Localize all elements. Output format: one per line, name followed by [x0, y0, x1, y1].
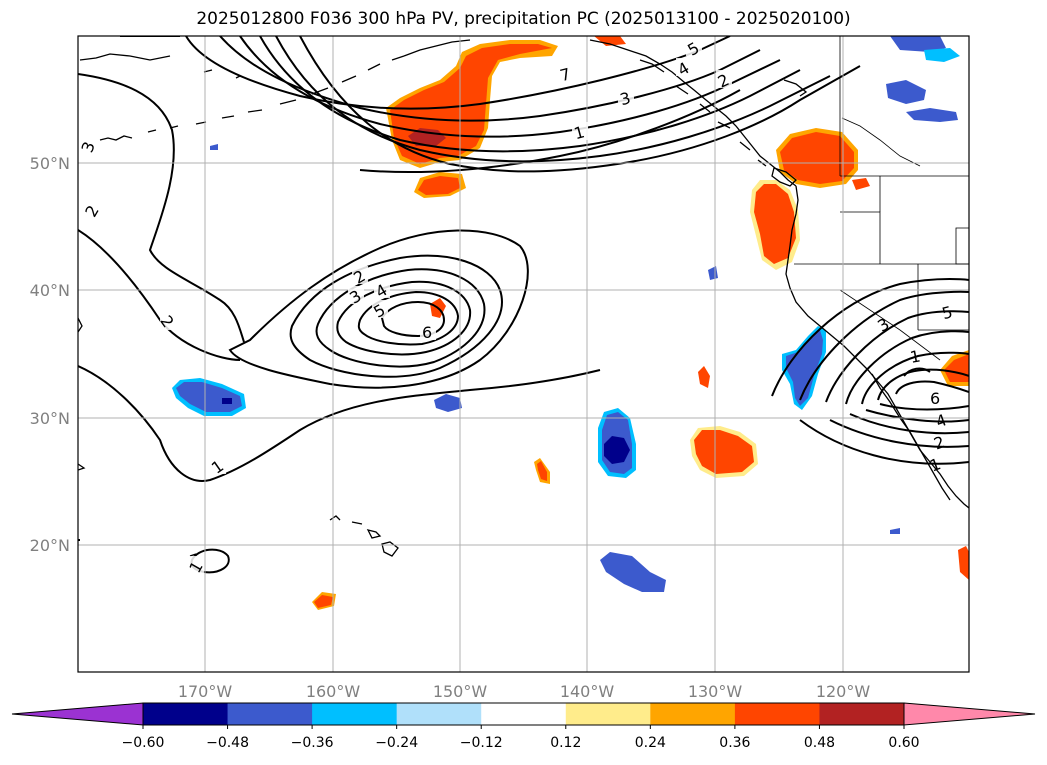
colorbar-tick-label: 0.36 — [719, 735, 750, 751]
colorbar-tick-label: −0.60 — [122, 735, 165, 751]
contour-label-bg — [80, 38, 732, 574]
colorbar-tick-label: 0.24 — [635, 735, 666, 751]
colorbar-bin — [819, 703, 905, 725]
lon-label: 140°W — [560, 682, 615, 701]
colorbar: −0.60 −0.48 −0.36 −0.24 −0.12 0.12 0.24 0.36 0.4… — [11, 702, 1036, 751]
colorbar-under-triangle — [11, 702, 144, 726]
contour-label: 6 — [422, 323, 432, 342]
contour-label: 1 — [909, 346, 922, 366]
colorbar-tick-label: −0.48 — [206, 735, 249, 751]
lat-label: 20°N — [30, 536, 70, 555]
map-title: 2025012800 F036 300 hPa PV, precipitatio… — [196, 9, 851, 29]
colorbar-over-triangle — [903, 702, 1036, 726]
lon-label: 160°W — [306, 682, 361, 701]
colorbar-tick-label: 0.48 — [804, 735, 835, 751]
colorbar-tick-label: 0.60 — [888, 735, 919, 751]
colorbar-bin — [227, 703, 313, 725]
lon-label: 120°W — [816, 682, 871, 701]
colorbar-bin — [565, 703, 651, 725]
colorbar-bin — [650, 703, 736, 725]
contour-label: 7 — [558, 64, 573, 85]
colorbar-bin — [481, 703, 567, 725]
colorbar-bin — [143, 703, 229, 725]
longitude-labels: 170°W 160°W 150°W 140°W 130°W 120°W — [178, 682, 871, 701]
colorbar-bin — [396, 703, 482, 725]
colorbar-bin — [734, 703, 820, 725]
contour-label: 5 — [940, 302, 955, 323]
lon-label: 130°W — [688, 682, 743, 701]
lon-label: 150°W — [433, 682, 488, 701]
map-frame — [77, 35, 970, 673]
latitude-labels: 50°N 40°N 30°N 20°N — [30, 154, 70, 555]
lat-label: 30°N — [30, 409, 70, 428]
colorbar-tick-label: −0.36 — [291, 735, 334, 751]
lat-label: 50°N — [30, 154, 70, 173]
pv-contours — [78, 36, 969, 574]
political-borders — [794, 36, 969, 361]
contour-label: 6 — [930, 389, 940, 408]
precip-shading — [172, 36, 969, 610]
colorbar-tick-label: −0.24 — [375, 735, 418, 751]
lat-label: 40°N — [30, 281, 70, 300]
colorbar-frame — [142, 702, 905, 726]
colorbar-tick-label: 0.12 — [550, 735, 581, 751]
colorbar-tick-label: −0.12 — [460, 735, 503, 751]
contour-label: 1 — [572, 122, 587, 143]
coastlines — [78, 39, 969, 557]
lon-label: 170°W — [178, 682, 233, 701]
colorbar-bin — [312, 703, 398, 725]
graticule — [78, 36, 969, 672]
contour-label: 3 — [618, 88, 633, 109]
